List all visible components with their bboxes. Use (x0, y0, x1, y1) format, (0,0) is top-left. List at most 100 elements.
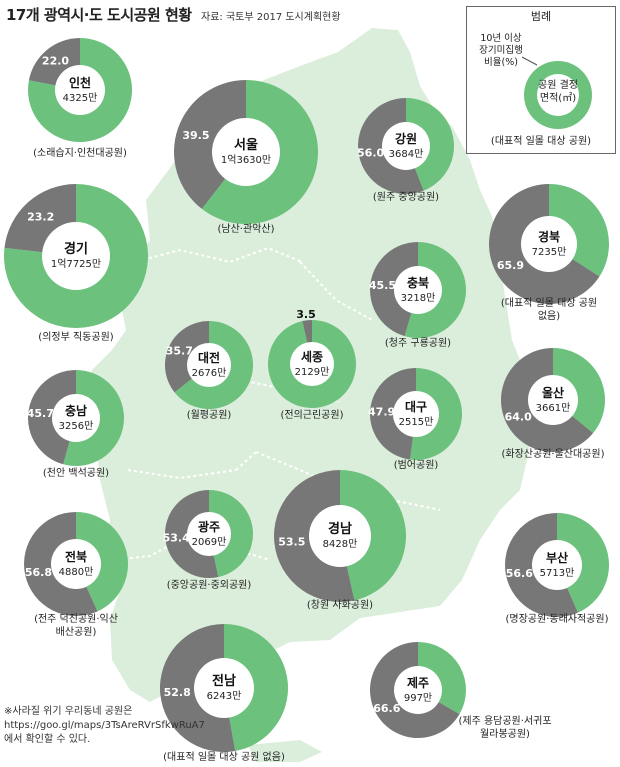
legend-title: 범례 (530, 10, 552, 23)
legend-caption: (대표적 일몰 대상 공원) (490, 136, 592, 147)
pct-label: 23.2 (27, 211, 54, 224)
donut-slice-executed (209, 490, 254, 577)
donut-slice-executed (340, 470, 407, 601)
region-name: 부산 (546, 550, 568, 565)
pct-label: 64.0 (505, 410, 532, 423)
pct-label: 66.6 (373, 702, 400, 715)
region-area: 8428만 (323, 538, 358, 550)
region-area: 1억3630만 (221, 154, 271, 166)
park-caption: (제주 용담공원·서귀포 (458, 715, 551, 727)
donut-hole (532, 540, 582, 590)
region-area: 4325만 (63, 92, 98, 104)
pct-label: 65.9 (497, 259, 524, 272)
park-caption: (청주 구룡공원) (385, 337, 451, 349)
donut-hole (194, 658, 254, 718)
region-area: 1억7725만 (51, 258, 101, 270)
donut-slice-unexecuted (27, 370, 76, 465)
park-caption: 배산공원) (56, 626, 97, 638)
donut-hole (528, 375, 578, 425)
donut-hole (187, 512, 231, 556)
pct-label: 3.5 (296, 308, 316, 321)
park-caption: (창원 사화공원) (307, 599, 373, 611)
footnote: ※사라질 위기 우리동네 공원은 https://goo.gl/maps/3Ts… (4, 706, 205, 745)
region-area: 5713만 (540, 567, 575, 579)
donut-hole (382, 122, 430, 170)
page-title: 17개 광역시·도 도시공원 현황 (6, 6, 192, 24)
donut-hole (290, 342, 334, 386)
pct-label: 56.6 (506, 567, 533, 580)
park-caption: (천안 백석공원) (43, 467, 109, 479)
donut-hole (393, 391, 439, 437)
region-name: 강원 (395, 132, 417, 146)
pct-label: 52.8 (164, 686, 191, 699)
park-caption: (의정부 직동공원) (38, 331, 113, 343)
region-area: 2515만 (399, 416, 434, 428)
region-area: 997만 (404, 692, 432, 704)
region-name: 전남 (212, 673, 236, 689)
donut-hole (394, 266, 442, 314)
donut-hole (394, 666, 442, 714)
region-name: 제주 (407, 676, 429, 690)
pct-label: 39.5 (182, 129, 209, 142)
park-caption: 없음) (538, 309, 560, 322)
source-note: 자료: 국토부 2017 도시계획현황 (201, 12, 341, 23)
park-caption: (중앙공원·중외공원) (167, 579, 252, 591)
region-area: 3218만 (401, 292, 436, 304)
pct-label: 56.8 (25, 566, 52, 579)
pct-label: 35.7 (166, 345, 193, 358)
donut-hole (51, 539, 101, 589)
donut-slice-executed (406, 98, 455, 191)
region-area: 3256만 (59, 420, 94, 432)
region-area: 3684만 (389, 148, 424, 160)
pct-label: 56.0 (357, 147, 384, 160)
park-caption: (범어공원) (394, 459, 439, 471)
region-name: 충남 (65, 403, 87, 418)
legend-sample-label: 공원 결정 면적(㎡) (538, 80, 578, 104)
park-caption: (전주 덕진공원·익산 (34, 613, 118, 625)
region-name: 광주 (198, 519, 220, 534)
donut-slice-unexecuted (370, 242, 418, 337)
legend-note: 10년 이상 장기미집행 비율(%) (479, 33, 523, 68)
region-name: 전북 (65, 549, 87, 564)
donut-hole (187, 343, 231, 387)
donut-slice-unexecuted (164, 321, 209, 393)
region-name: 세종 (301, 349, 323, 364)
park-caption: (화장산공원·울산대공원) (502, 448, 605, 460)
region-name: 울산 (542, 385, 564, 400)
park-caption: (남산·관악산) (218, 223, 275, 235)
pct-label: 45.5 (369, 279, 396, 292)
park-caption: (원주 중앙공원) (373, 191, 439, 203)
donut-slice-executed (557, 513, 609, 613)
pct-label: 53.4 (163, 532, 190, 545)
region-name: 서울 (234, 137, 258, 153)
donut-hole (42, 222, 110, 290)
region-area: 3661만 (536, 402, 571, 414)
legend-sample-donut (521, 56, 592, 129)
region-area: 2069만 (192, 536, 227, 548)
donut-hole (55, 65, 105, 115)
donut-hole (52, 394, 100, 442)
pct-label: 47.9 (368, 406, 395, 419)
park-caption: (대표적 일몰 대상 공원 없음) (163, 750, 285, 763)
region-name: 경기 (64, 241, 88, 257)
region-area: 4880만 (59, 566, 94, 578)
donut-slice-executed (76, 512, 129, 612)
region-area: 6243만 (207, 690, 242, 702)
region-name: 대전 (198, 350, 220, 365)
park-caption: (명장공원·동래사적공원) (506, 613, 609, 625)
pct-label: 45.7 (27, 407, 54, 420)
region-name: 인천 (69, 75, 91, 90)
donut-slice-executed (553, 348, 606, 434)
pct-label: 53.5 (278, 535, 305, 548)
region-name: 대구 (405, 400, 427, 414)
region-name: 경남 (328, 521, 352, 537)
region-name: 경북 (538, 230, 560, 244)
park-caption: (소래습지·인천대공원) (33, 147, 127, 159)
region-area: 2676만 (192, 367, 227, 379)
region-area: 7235만 (532, 246, 567, 258)
donut-hole (521, 216, 577, 272)
park-caption: (전의근린공원) (280, 409, 343, 421)
donut-slice-unexecuted (174, 80, 246, 209)
pct-label: 22.0 (42, 54, 69, 67)
